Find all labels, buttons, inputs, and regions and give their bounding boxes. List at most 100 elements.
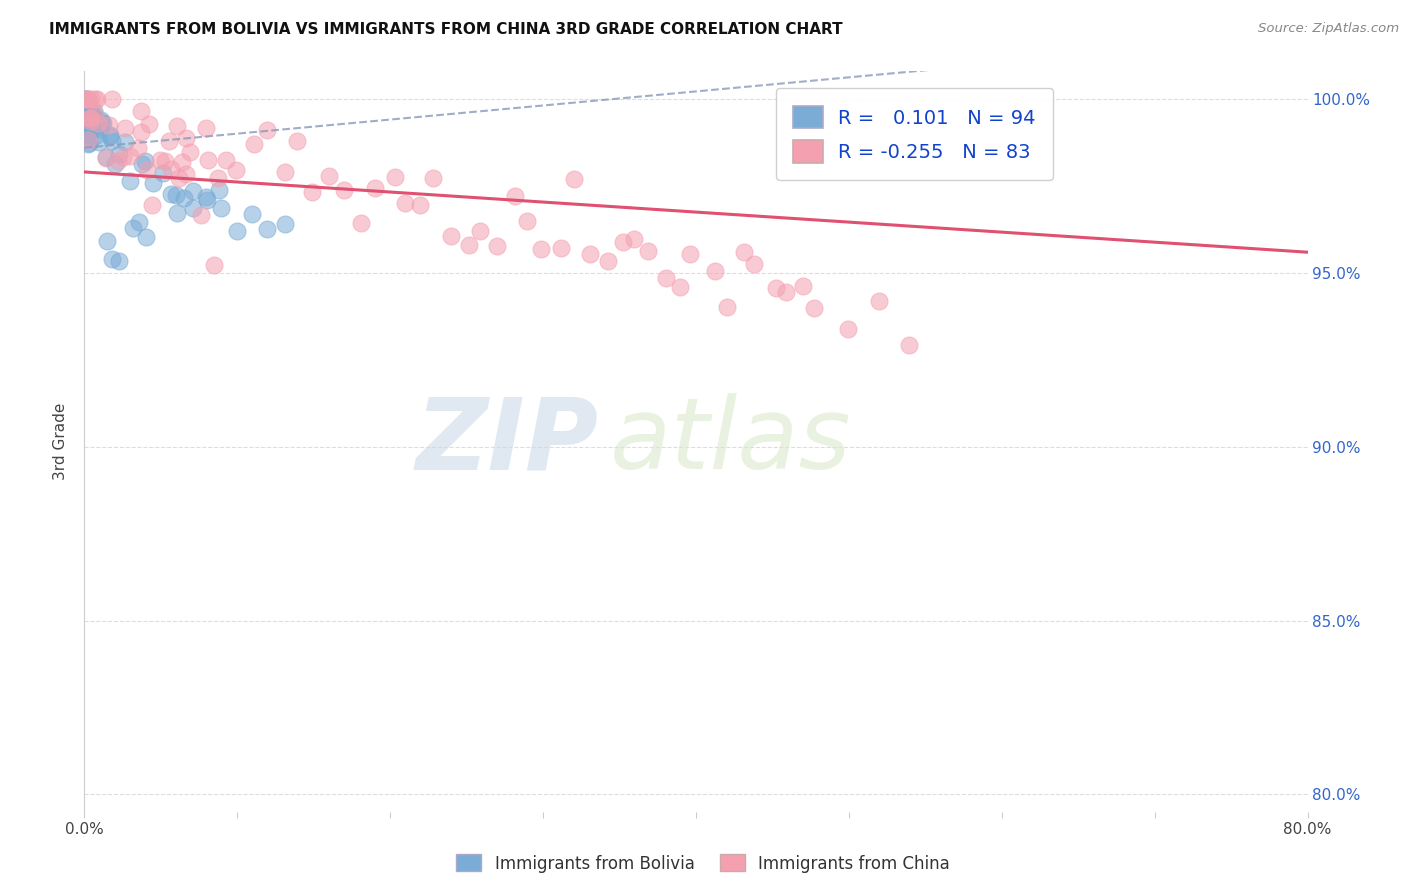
Point [195,190,218,204]
Point [166,119,188,133]
Point [141,198,163,212]
Point [165,187,187,202]
Point [83,118,105,132]
Point [160,161,183,176]
Point [80,114,103,128]
Point [101,92,124,106]
Point [174,167,197,181]
Point [76,137,98,152]
Point [530,242,553,256]
Point [301,185,323,199]
Point [364,180,387,194]
Point [101,134,124,148]
Legend: Immigrants from Bolivia, Immigrants from China: Immigrants from Bolivia, Immigrants from… [450,847,956,880]
Point [733,245,755,260]
Point [167,171,190,186]
Point [129,125,152,139]
Point [89,122,111,136]
Point [121,221,143,235]
Point [77,93,100,107]
Point [837,322,859,336]
Point [75,124,97,138]
Point [77,119,100,133]
Point [76,92,98,106]
Point [84,108,107,122]
Point [243,136,266,151]
Point [112,150,135,164]
Point [77,107,100,121]
Point [75,108,97,122]
Point [76,94,98,108]
Point [202,258,225,272]
Point [79,111,101,125]
Point [516,214,538,228]
Point [197,153,219,167]
Point [77,130,100,145]
Point [120,149,142,163]
Point [98,128,121,143]
Point [76,98,98,112]
Point [596,254,619,268]
Point [207,171,229,186]
Point [226,224,249,238]
Point [562,171,585,186]
Point [76,119,98,133]
Point [190,208,212,222]
Point [98,119,121,133]
Point [350,216,373,230]
Point [503,189,526,203]
Point [80,119,103,133]
Point [332,183,354,197]
Point [655,271,678,285]
Point [775,285,797,300]
Point [82,115,104,129]
Point [174,130,197,145]
Point [550,241,572,255]
Point [409,198,432,212]
Point [108,254,131,268]
Point [157,135,180,149]
Point [77,136,100,150]
Point [76,127,98,141]
Point [225,163,247,178]
Point [136,163,159,178]
Point [86,92,108,106]
Point [76,109,98,123]
Point [75,92,97,106]
Point [75,103,97,118]
Point [73,95,96,110]
Point [637,244,659,258]
Point [135,230,157,244]
Point [83,104,105,119]
Point [898,337,921,351]
Point [422,170,444,185]
Point [623,232,645,246]
Point [803,301,825,315]
Point [76,118,98,132]
Text: Source: ZipAtlas.com: Source: ZipAtlas.com [1258,22,1399,36]
Point [792,278,814,293]
Point [765,281,787,295]
Point [742,257,765,271]
Point [128,215,150,229]
Point [73,121,96,136]
Point [73,99,96,113]
Point [83,112,105,127]
Point [75,112,97,126]
Point [215,153,238,167]
Y-axis label: 3rd Grade: 3rd Grade [53,403,69,480]
Point [129,104,152,119]
Point [166,206,188,220]
Point [76,95,98,109]
Point [98,129,121,144]
Point [152,166,174,180]
Point [83,109,105,123]
Point [704,263,727,277]
Point [75,112,97,126]
Point [118,174,141,188]
Point [394,196,416,211]
Point [612,235,634,250]
Point [84,92,107,106]
Point [131,157,153,171]
Point [73,128,96,142]
